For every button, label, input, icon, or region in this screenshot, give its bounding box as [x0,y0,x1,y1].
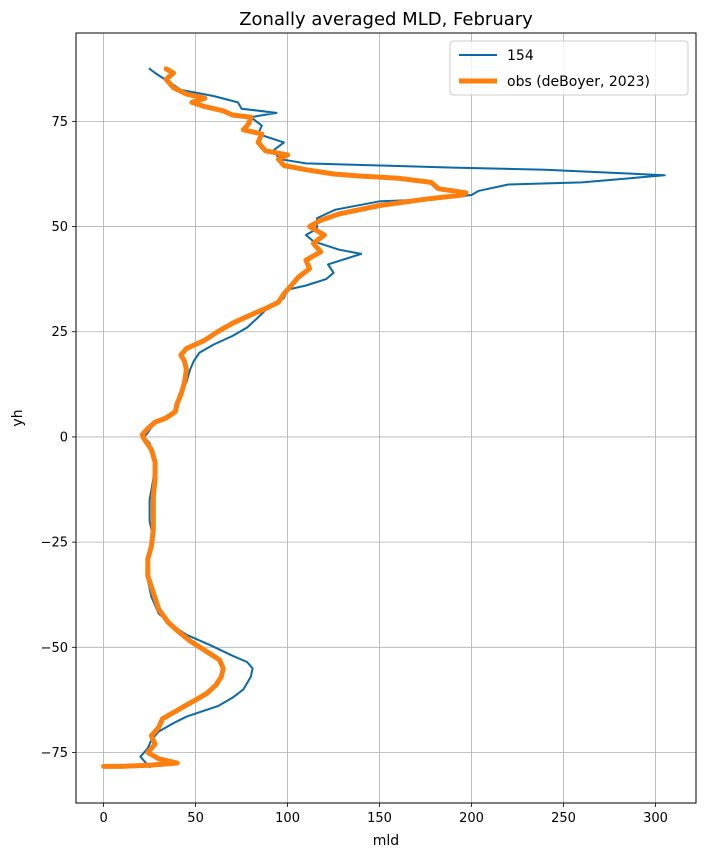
y-axis-label: yh [10,409,26,426]
y-tick-label: 75 [51,115,68,130]
x-tick-label: 300 [643,811,668,826]
series-line-obs [101,66,469,769]
x-tick-label: 150 [367,811,392,826]
plot-frame [75,32,697,804]
series-layer [101,66,666,769]
legend-box [449,40,689,96]
x-axis-label: mld [373,833,399,849]
legend: 154 obs (deBoyer, 2023) [449,40,689,96]
legend-label-obs: obs (deBoyer, 2023) [507,74,650,90]
y-tick-label: −25 [41,536,68,551]
grid [76,33,696,803]
series-line-154 [139,67,666,769]
y-tick-label: 0 [60,430,68,445]
x-tick-label: 50 [187,811,204,826]
y-tick-label: −75 [41,746,68,761]
x-tick-label: 250 [551,811,576,826]
x-tick-label: 200 [459,811,484,826]
legend-label-154: 154 [507,48,534,64]
x-tick-label: 100 [275,811,300,826]
y-tick-label: 25 [51,325,68,340]
ticks: 0 50 100 150 200 250 300 −75 −50 −25 0 25 50 75 [41,115,668,826]
chart-title: Zonally averaged MLD, February [239,9,533,30]
y-tick-label: 50 [51,220,68,235]
x-tick-label: 0 [99,811,107,826]
y-tick-label: −50 [41,641,68,656]
